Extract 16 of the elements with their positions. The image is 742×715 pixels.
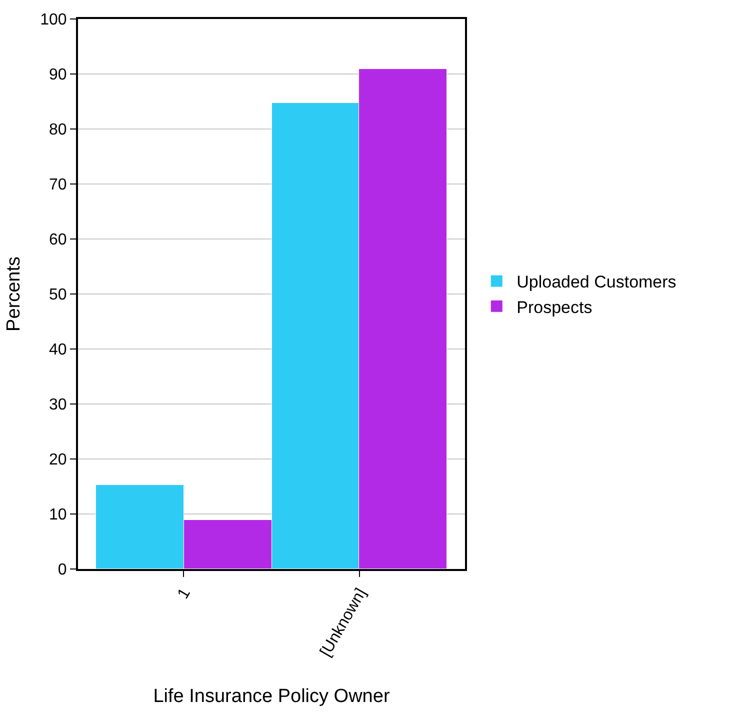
- x-axis-title: Life Insurance Policy Owner: [153, 686, 390, 707]
- y-axis-title: Percents: [3, 256, 24, 332]
- y-tick-label: 30: [49, 396, 67, 414]
- legend-label: Prospects: [516, 298, 592, 317]
- y-tick-label: 40: [49, 342, 67, 359]
- y-tick-label: 70: [49, 176, 67, 194]
- y-tick-label: 80: [49, 122, 67, 139]
- y-tick-label: 60: [49, 232, 67, 249]
- y-tick-label: 50: [49, 286, 67, 304]
- legend-label: Uploaded Customers: [516, 272, 676, 292]
- y-tick-label: 20: [49, 452, 67, 469]
- y-tick-label: 90: [49, 66, 67, 84]
- x-tick-label: 1: [174, 586, 194, 602]
- y-tick-label: 0: [58, 562, 67, 579]
- y-tick-label: 100: [40, 12, 67, 29]
- y-tick-label: 10: [49, 506, 67, 524]
